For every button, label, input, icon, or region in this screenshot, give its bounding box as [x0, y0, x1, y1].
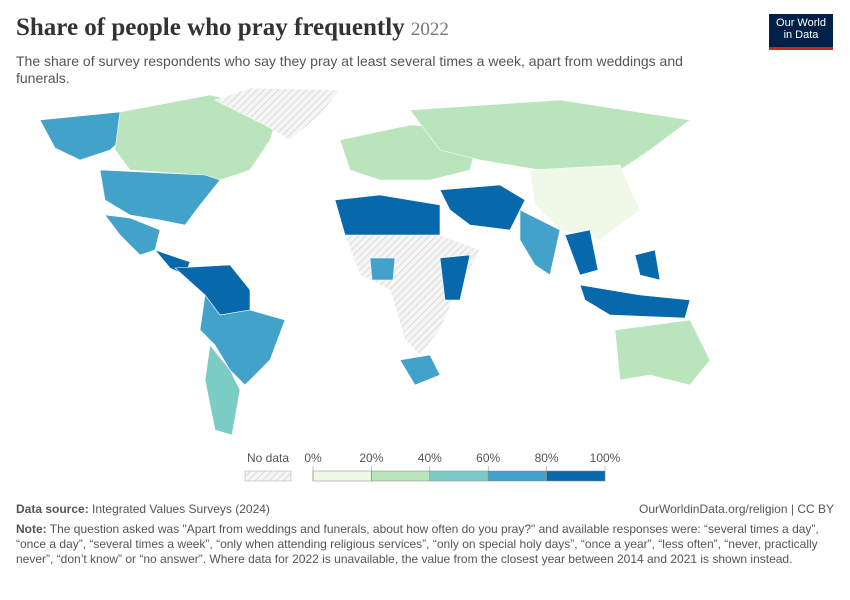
legend-bin [487, 470, 547, 482]
legend-bin [546, 470, 606, 482]
source-label: Data source: [16, 502, 89, 516]
logo[interactable]: Our World in Data [769, 14, 833, 50]
legend-tick-label: 60% [476, 451, 500, 465]
legend-bin [312, 470, 372, 482]
source-text: Integrated Values Surveys (2024) [92, 502, 270, 516]
year: 2022 [410, 19, 449, 40]
note-label: Note: [16, 522, 47, 536]
legend-tick-label: 20% [359, 451, 383, 465]
legend: No data 0% 20% 40% 60% 80% 100% [244, 451, 621, 482]
source: Data source: Integrated Values Surveys (… [16, 502, 270, 516]
no-data-swatch [244, 470, 292, 482]
logo-line: Our World [776, 17, 826, 29]
note: Note: The question asked was "Apart from… [16, 522, 836, 567]
title: Share of people who pray frequently 2022 [16, 14, 449, 42]
subtitle: The share of survey respondents who say … [16, 53, 683, 86]
logo-line: in Data [783, 29, 819, 41]
legend-tick-label: 80% [535, 451, 559, 465]
url[interactable]: OurWorldinData.org/religion | CC BY [639, 502, 834, 516]
title-text: Share of people who pray frequently [16, 14, 405, 41]
legend-bin [371, 470, 431, 482]
legend-tick-label: 100% [590, 451, 621, 465]
countries [39, 87, 711, 436]
legend-tick-label: 40% [418, 451, 442, 465]
legend-tick-label: 0% [304, 451, 322, 465]
no-data-label: No data [247, 451, 289, 465]
note-text: The question asked was "Apart from weddi… [16, 522, 819, 566]
legend-bin [429, 470, 489, 482]
